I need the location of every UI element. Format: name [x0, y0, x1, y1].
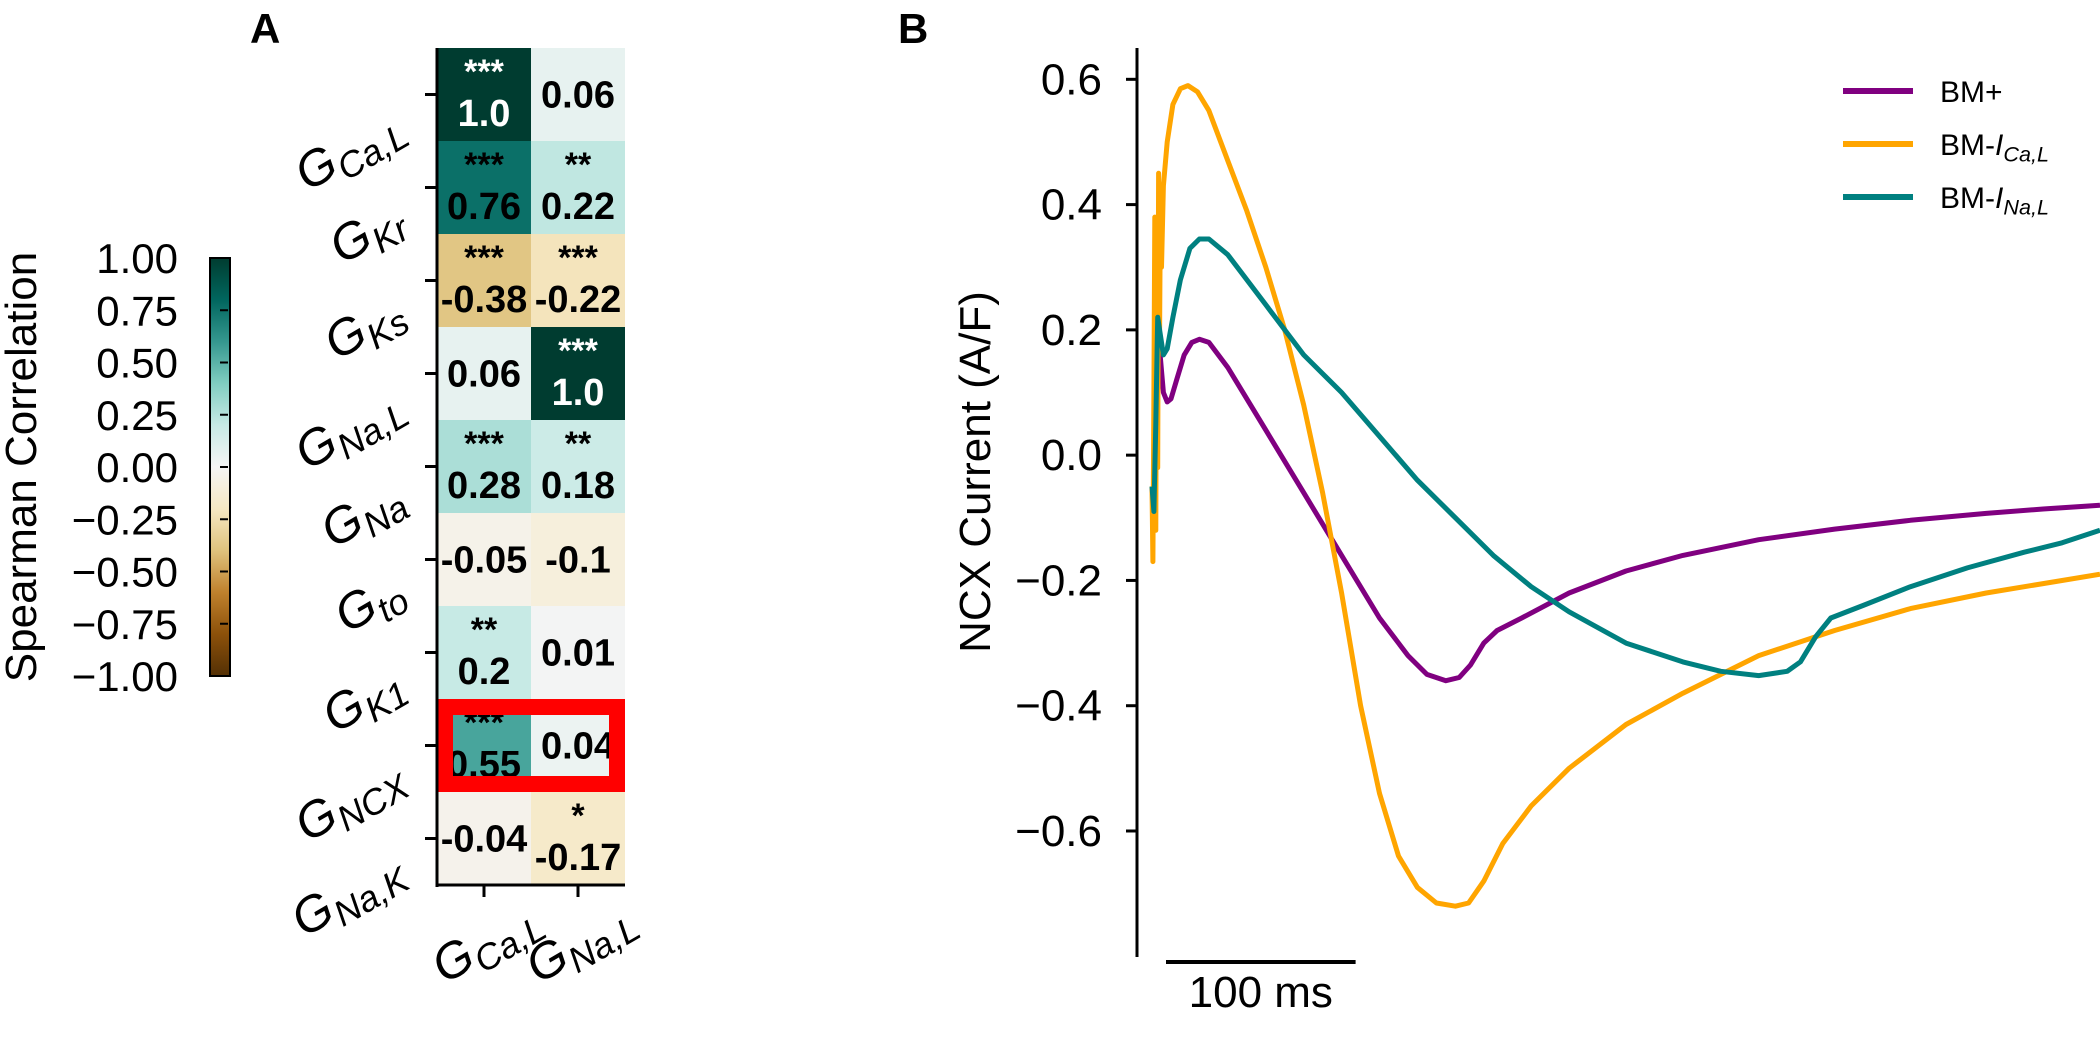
colorbar-tick-label: 0.00	[96, 444, 178, 491]
y-axis-label: NCX Current (A/F)	[951, 291, 1000, 653]
heatmap-row-label: GCa,L	[285, 96, 416, 208]
y-tick-label: 0.6	[1041, 55, 1102, 104]
heatmap-row-label: GNCX	[285, 746, 418, 859]
heatmap-cell	[531, 606, 625, 699]
heatmap-cell-value: 1.0	[458, 93, 511, 135]
significance-stars: ***	[464, 53, 504, 91]
significance-stars: ***	[558, 239, 598, 277]
heatmap-cell-value: 0.06	[541, 75, 615, 117]
heatmap-cell	[531, 792, 625, 885]
line-chart: 0.6 0.4 0.2 0.0 −0.2 −0.4 −0.6 NCX Current (A/…	[951, 48, 2100, 1017]
y-tick-label: 0.0	[1041, 431, 1102, 480]
y-tick-label: −0.2	[1015, 556, 1102, 605]
heatmap-cell	[437, 48, 531, 141]
y-axis-ticks: 0.6 0.4 0.2 0.0 −0.2 −0.4 −0.6	[1015, 55, 1137, 856]
series-line	[1149, 327, 2100, 684]
panel-label-b: B	[898, 5, 928, 52]
heatmap-cell-value: 0.28	[447, 465, 521, 507]
heatmap-cell-value: -0.05	[441, 540, 528, 582]
heatmap: ***1.0 0.06***0.76**0.22***-0.38***-0.220…	[435, 48, 625, 887]
legend-label: BM-ICa,L	[1940, 129, 2049, 166]
heatmap-cell	[437, 513, 531, 606]
panel-label-a: A	[250, 5, 280, 52]
significance-stars: *	[571, 797, 585, 835]
heatmap-row-label: GNa,L	[285, 375, 416, 487]
significance-stars: ***	[464, 146, 504, 184]
scale-bar-label: 100 ms	[1189, 968, 1333, 1017]
heatmap-cell	[531, 234, 625, 327]
colorbar: 1.00 0.75 0.50 0.25 0.00 −0.25 −0.50 −0.75 −1.00…	[0, 235, 231, 700]
colorbar-tick-label: −0.50	[72, 549, 178, 596]
highlight-box	[437, 699, 625, 792]
y-tick-label: 0.2	[1041, 306, 1102, 355]
legend: BM+ BM-ICa,L BM-INa,L	[1843, 76, 2049, 219]
heatmap-cell	[531, 420, 625, 513]
significance-stars: ***	[464, 425, 504, 463]
y-tick-label: −0.6	[1015, 807, 1102, 856]
colorbar-tick-label: 0.75	[96, 287, 178, 334]
colorbar-tick-label: 0.50	[96, 340, 178, 387]
colorbar-tick-label: −1.00	[72, 653, 178, 700]
heatmap-cell	[437, 792, 531, 885]
significance-stars: **	[565, 425, 592, 463]
colorbar-tick-label: 1.00	[96, 235, 178, 282]
heatmap-cell	[531, 48, 625, 141]
colorbar-label: Spearman Correlation	[0, 252, 46, 682]
colorbar-ticks: 1.00 0.75 0.50 0.25 0.00 −0.25 −0.50 −0.75 −1.00	[72, 235, 228, 700]
significance-stars: ***	[558, 332, 598, 370]
colorbar-tick-label: −0.75	[72, 601, 178, 648]
heatmap-cell	[437, 141, 531, 234]
significance-stars: ***	[464, 239, 504, 277]
heatmap-cell	[437, 327, 531, 420]
heatmap-row-label: GKr	[320, 188, 418, 281]
heatmap-cell-value: -0.04	[441, 819, 528, 861]
series-line	[1149, 83, 2100, 909]
heatmap-cell-value: -0.38	[441, 279, 528, 321]
heatmap-row-label: Gto	[325, 561, 416, 650]
heatmap-cell-value: -0.22	[535, 279, 622, 321]
heatmap-row-label: GKs	[314, 282, 416, 377]
significance-stars: **	[471, 611, 498, 649]
heatmap-cell	[531, 327, 625, 420]
heatmap-row-label: GK1	[313, 654, 416, 750]
heatmap-cell	[531, 513, 625, 606]
heatmap-column-label: GNa,L	[516, 888, 647, 1000]
heatmap-cell-value: 0.76	[447, 186, 521, 228]
y-tick-label: −0.4	[1015, 682, 1102, 731]
series-lines	[1149, 83, 2100, 909]
heatmap-cell-value: 1.0	[552, 372, 605, 414]
heatmap-cell	[437, 234, 531, 327]
legend-label: BM+	[1940, 76, 2003, 109]
heatmap-cell	[437, 606, 531, 699]
heatmap-cell-value: -0.17	[535, 837, 622, 879]
significance-stars: **	[565, 146, 592, 184]
colorbar-tick-label: −0.25	[72, 496, 178, 543]
heatmap-cell-value: 0.22	[541, 186, 615, 228]
heatmap-cell-value: 0.2	[458, 651, 511, 693]
legend-label: BM-INa,L	[1940, 182, 2049, 219]
heatmap-cell	[531, 141, 625, 234]
heatmap-row-label: GNa	[311, 468, 416, 565]
series-line	[1149, 236, 2100, 679]
heatmap-row-label: GNa,K	[281, 839, 417, 954]
heatmap-cell-value: 0.04	[541, 726, 615, 768]
y-tick-label: 0.4	[1041, 181, 1102, 230]
heatmap-cell-value: 0.01	[541, 633, 615, 675]
heatmap-cell-value: 0.18	[541, 465, 615, 507]
colorbar-tick-label: 0.25	[96, 392, 178, 439]
heatmap-cell	[437, 420, 531, 513]
heatmap-cell-value: 0.06	[447, 354, 521, 396]
heatmap-cell-value: -0.1	[545, 540, 610, 582]
